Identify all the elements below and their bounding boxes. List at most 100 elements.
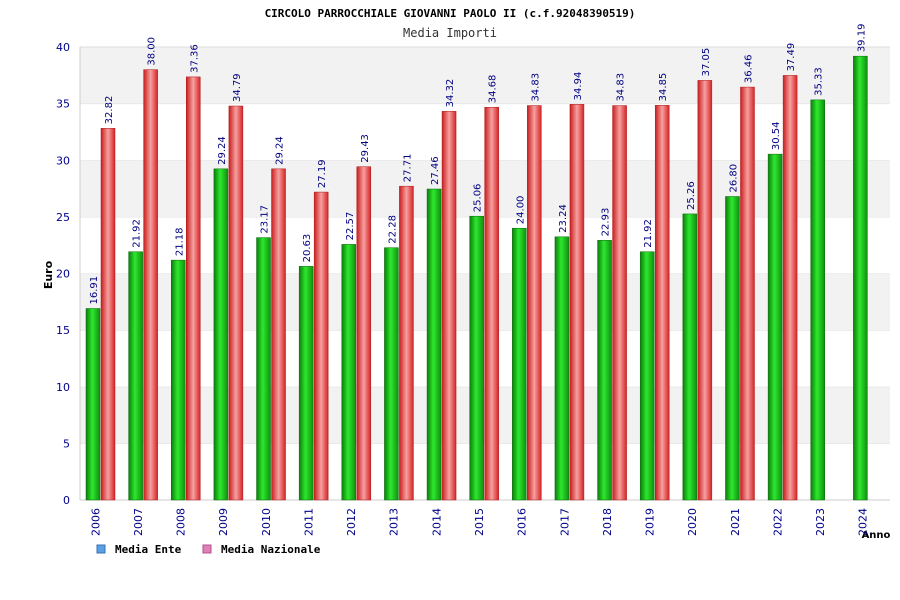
data-label-media-ente-2009: 29.24	[217, 136, 228, 165]
x-tick-label: 2014	[430, 508, 443, 536]
bar-media-nazionale-2018	[612, 105, 627, 501]
bar-media-ente-2007	[128, 251, 143, 501]
bars: 16.91 32.82 21.92 38.00 21.18 37.36 29.24 34.79…	[85, 24, 868, 501]
data-label-media-ente-2014: 27.46	[430, 156, 441, 185]
y-axis-ticks: 0 5 10 15 20 25 30 35 40	[56, 41, 70, 507]
bar-media-ente-2020	[682, 213, 698, 501]
data-label-media-ente-2017: 23.24	[558, 204, 569, 233]
data-label-media-nazionale-2020: 37.05	[701, 48, 712, 77]
bar-media-ente-2017	[554, 236, 570, 501]
legend-swatch-media-ente	[96, 544, 106, 554]
bar-media-nazionale-2017	[569, 104, 585, 501]
x-tick-label: 2018	[601, 508, 614, 536]
data-label-media-nazionale-2009: 34.79	[232, 73, 243, 102]
y-tick-label: 20	[56, 268, 70, 281]
x-tick-label: 2016	[516, 508, 529, 536]
bar-media-nazionale-2014	[441, 111, 457, 501]
data-label-media-ente-2024: 39.19	[856, 24, 867, 53]
bar-media-nazionale-2011	[313, 191, 329, 501]
data-label-media-nazionale-2017: 34.94	[573, 72, 584, 101]
data-label-media-ente-2015: 25.06	[473, 184, 484, 213]
bar-media-ente-2023	[810, 99, 825, 501]
x-tick-label: 2013	[388, 508, 401, 536]
bar-media-ente-2016	[512, 227, 527, 501]
x-tick-label: 2006	[89, 508, 102, 536]
y-tick-label: 40	[56, 41, 70, 54]
bar-media-nazionale-2015	[484, 106, 499, 501]
y-tick-label: 10	[56, 381, 70, 394]
bar-media-nazionale-2021	[740, 86, 755, 501]
legend: Media Ente Media Nazionale	[96, 543, 321, 556]
data-label-media-nazionale-2022: 37.49	[786, 43, 797, 72]
y-tick-label: 30	[56, 154, 70, 167]
data-label-media-ente-2020: 25.26	[686, 181, 697, 210]
bar-media-nazionale-2022	[782, 75, 798, 501]
x-tick-label: 2024	[857, 508, 870, 536]
y-axis-label: Euro	[42, 260, 55, 289]
data-label-media-nazionale-2012: 29.43	[360, 134, 371, 163]
bar-media-nazionale-2016	[527, 105, 542, 501]
data-label-media-ente-2013: 22.28	[387, 215, 398, 244]
x-tick-label: 2022	[771, 508, 784, 536]
bar-media-nazionale-2007	[143, 69, 158, 501]
bar-media-ente-2019	[639, 251, 655, 501]
chart-title: CIRCOLO PARROCCHIALE GIOVANNI PAOLO II (…	[265, 7, 636, 20]
y-tick-label: 15	[56, 324, 70, 337]
bar-media-ente-2015	[469, 215, 484, 501]
chart-subtitle: Media Importi	[403, 26, 497, 40]
bar-media-nazionale-2013	[399, 185, 414, 501]
data-label-media-ente-2006: 16.91	[89, 276, 100, 305]
data-label-media-nazionale-2018: 34.83	[616, 73, 627, 102]
bar-media-ente-2012	[341, 244, 357, 501]
bar-media-nazionale-2009	[228, 105, 244, 501]
bar-media-nazionale-2010	[271, 168, 286, 501]
data-label-media-nazionale-2015: 34.68	[488, 75, 499, 104]
data-label-media-ente-2010: 23.17	[260, 205, 271, 234]
data-label-media-ente-2019: 21.92	[643, 219, 654, 248]
x-tick-label: 2009	[217, 508, 230, 536]
grid-band	[80, 47, 890, 104]
x-axis-ticks: 2006 2007 2008 2009 2010 2011 2012 2013 2014 2015…	[89, 508, 869, 536]
data-label-media-nazionale-2010: 29.24	[275, 136, 286, 165]
y-tick-label: 25	[56, 211, 70, 224]
y-tick-label: 35	[56, 98, 70, 111]
x-tick-label: 2007	[132, 508, 145, 536]
data-label-media-nazionale-2006: 32.82	[104, 96, 115, 125]
bar-media-ente-2009	[213, 168, 229, 501]
data-label-media-ente-2021: 26.80	[728, 164, 739, 193]
x-tick-label: 2011	[302, 508, 315, 536]
data-label-media-ente-2008: 21.18	[174, 227, 185, 256]
bar-media-ente-2014	[426, 188, 442, 501]
data-label-media-ente-2012: 22.57	[345, 212, 356, 241]
legend-label-media-nazionale: Media Nazionale	[221, 543, 321, 556]
bar-media-nazionale-2020	[697, 80, 713, 501]
data-label-media-nazionale-2008: 37.36	[189, 44, 200, 73]
data-label-media-nazionale-2014: 34.32	[445, 79, 456, 108]
data-label-media-nazionale-2019: 34.85	[658, 73, 669, 102]
y-tick-label: 0	[63, 494, 70, 507]
x-tick-label: 2021	[729, 508, 742, 536]
data-label-media-nazionale-2007: 38.00	[147, 37, 158, 66]
bar-media-nazionale-2012	[356, 166, 372, 501]
x-tick-label: 2012	[345, 508, 358, 536]
legend-swatch-media-nazionale	[202, 544, 212, 554]
data-label-media-nazionale-2016: 34.83	[530, 73, 541, 102]
data-label-media-ente-2016: 24.00	[515, 196, 526, 225]
x-tick-label: 2008	[175, 508, 188, 536]
x-tick-label: 2023	[814, 508, 827, 536]
bar-media-ente-2013	[384, 247, 399, 501]
x-tick-label: 2017	[558, 508, 571, 536]
bar-media-ente-2018	[597, 240, 612, 501]
x-tick-label: 2020	[686, 508, 699, 536]
bar-media-nazionale-2019	[654, 105, 670, 501]
data-label-media-ente-2018: 22.93	[601, 208, 612, 237]
bar-media-ente-2006	[85, 308, 101, 501]
data-label-media-nazionale-2021: 36.46	[743, 54, 754, 83]
bar-media-ente-2022	[767, 153, 783, 501]
bar-media-ente-2010	[256, 237, 271, 501]
bar-media-nazionale-2006	[100, 128, 116, 501]
x-tick-label: 2019	[644, 508, 657, 536]
y-tick-label: 5	[63, 437, 70, 450]
data-label-media-nazionale-2011: 27.19	[317, 159, 328, 188]
